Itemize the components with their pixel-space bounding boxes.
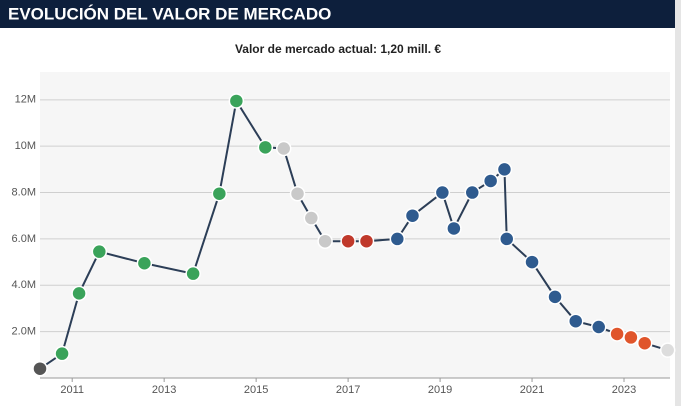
club-marker [289, 185, 306, 202]
y-tick-label: 12M [15, 94, 36, 106]
club-marker [358, 233, 375, 249]
x-tick-label: 2023 [612, 384, 636, 396]
club-marker [434, 184, 451, 201]
club-marker [547, 289, 563, 305]
club-marker [185, 265, 201, 282]
club-marker [482, 173, 499, 189]
x-tick-label: 2011 [60, 384, 84, 396]
club-marker [91, 243, 108, 260]
club-marker [609, 326, 625, 342]
club-marker [303, 210, 320, 226]
chart-subtitle: Valor de mercado actual: 1,20 mill. € [235, 42, 441, 56]
x-tick-label: 2015 [244, 384, 268, 396]
club-marker [389, 231, 406, 247]
club-marker [623, 329, 639, 346]
club-marker [317, 233, 333, 249]
x-tick-label: 2013 [152, 384, 176, 396]
header-bar [0, 0, 675, 28]
club-marker [404, 207, 421, 224]
club-marker [136, 255, 153, 271]
club-marker [257, 139, 274, 156]
y-tick-label: 10M [15, 140, 36, 152]
panel-shadow [675, 0, 681, 406]
club-marker [446, 220, 462, 237]
plot-area [40, 72, 670, 378]
club-marker [275, 140, 292, 157]
club-marker [54, 345, 70, 362]
club-marker [567, 313, 584, 329]
club-marker [464, 184, 481, 201]
y-tick-label: 4.0M [12, 279, 36, 291]
club-marker [32, 360, 48, 377]
club-marker [496, 161, 513, 178]
club-marker [524, 254, 540, 270]
x-tick-label: 2019 [428, 384, 452, 396]
y-tick-label: 6.0M [12, 233, 36, 245]
club-marker [71, 285, 87, 302]
club-marker [590, 319, 607, 335]
club-marker [340, 233, 356, 249]
club-marker [211, 185, 228, 202]
chart-title: EVOLUCIÓN DEL VALOR DE MERCADO [8, 4, 331, 23]
club-marker [636, 335, 653, 351]
club-marker [659, 342, 676, 358]
y-tick-label: 8.0M [12, 186, 36, 198]
y-tick-label: 2.0M [12, 326, 36, 338]
club-marker [228, 93, 245, 109]
x-tick-label: 2021 [520, 384, 544, 396]
club-marker [499, 231, 515, 247]
x-tick-label: 2017 [336, 384, 360, 396]
